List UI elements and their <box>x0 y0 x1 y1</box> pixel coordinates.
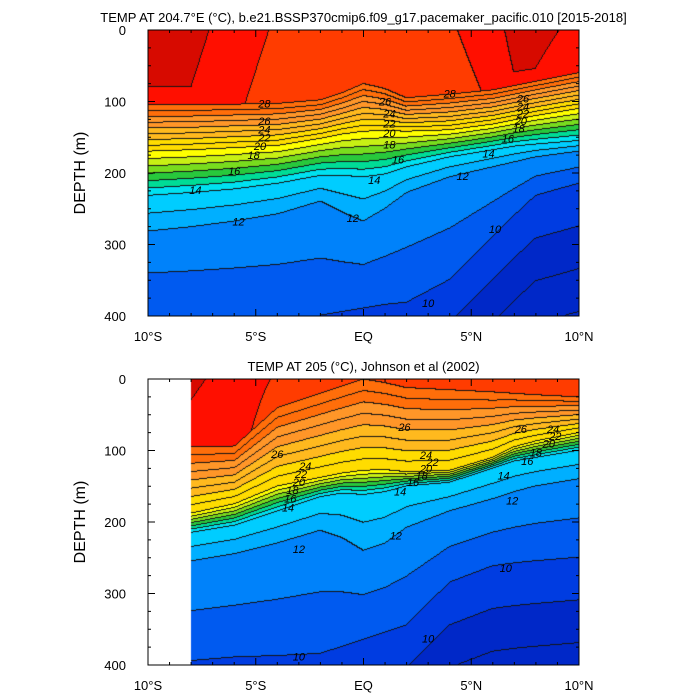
contour-label: 26 <box>270 449 284 461</box>
x-tick-label: 10°N <box>564 329 593 344</box>
contour-label: 24 <box>382 109 395 121</box>
contour-label: 12 <box>293 544 305 556</box>
contour-label: 20 <box>542 438 556 450</box>
contour-label: 12 <box>390 531 402 543</box>
contour-label: 14 <box>189 185 201 197</box>
contour-label: 14 <box>394 486 406 498</box>
contour-label: 20 <box>514 116 528 128</box>
contour-label: 24 <box>298 461 311 473</box>
y-tick-label: 100 <box>104 95 126 110</box>
y-axis-label-2: DEPTH (m) <box>72 481 89 564</box>
contour-label: 16 <box>284 493 297 505</box>
contour-label: 24 <box>419 450 432 462</box>
contour-label: 22 <box>294 469 307 481</box>
contour-label: 10 <box>422 634 435 646</box>
contour-label: 24 <box>516 102 529 114</box>
y-tick-label: 200 <box>104 166 126 181</box>
contour-label: 20 <box>382 128 396 140</box>
panel-title-2: TEMP AT 205 (°C), Johnson et al (2002) <box>247 359 479 374</box>
contour-label: 18 <box>247 150 260 162</box>
contour-label: 20 <box>419 463 433 475</box>
contour-label: 18 <box>513 124 526 136</box>
x-tick-label: 5°S <box>245 678 266 693</box>
contour-label: 18 <box>286 485 299 497</box>
contour-label: 16 <box>521 456 534 468</box>
contour-label: 22 <box>516 109 529 121</box>
contour-label: 20 <box>292 477 306 489</box>
contour-label: 24 <box>257 124 270 136</box>
contour-label: 26 <box>257 116 271 128</box>
x-tick-label: EQ <box>354 678 373 693</box>
contour-label: 22 <box>425 457 438 469</box>
contour-label: 26 <box>397 422 411 434</box>
y-tick-label: 400 <box>104 658 126 673</box>
contour-label: 12 <box>506 496 518 508</box>
contour-label: 12 <box>232 217 244 229</box>
contour-label: 14 <box>282 503 294 515</box>
contour-label: 14 <box>368 175 380 187</box>
x-tick-label: 5°N <box>460 329 482 344</box>
contour-label: 22 <box>548 431 561 443</box>
y-tick-label: 400 <box>104 309 126 324</box>
panel-title-1: TEMP AT 204.7°E (°C), b.e21.BSSP370cmip6… <box>100 10 626 25</box>
contour-label: 28 <box>257 99 271 111</box>
y-tick-label: 0 <box>119 23 126 38</box>
y-tick-label: 200 <box>104 515 126 530</box>
contour-label: 22 <box>257 132 270 144</box>
contour-label: 18 <box>530 448 543 460</box>
contour-label: 16 <box>228 166 241 178</box>
y-tick-label: 100 <box>104 444 126 459</box>
y-tick-label: 300 <box>104 238 126 253</box>
y-tick-label: 300 <box>104 587 126 602</box>
contour-label: 18 <box>383 139 396 151</box>
contour-label: 24 <box>546 424 559 436</box>
x-tick-label: 10°N <box>564 678 593 693</box>
contour-label: 14 <box>482 149 494 161</box>
y-tick-label: 0 <box>119 372 126 387</box>
contour-label: 14 <box>497 471 509 483</box>
contour-label: 16 <box>392 154 405 166</box>
x-tick-label: 5°N <box>460 678 482 693</box>
contour-fill-1 <box>148 30 579 316</box>
contour-label: 12 <box>347 213 359 225</box>
contour-label: 12 <box>457 171 469 183</box>
contour-label: 10 <box>489 224 502 236</box>
contour-label: 18 <box>416 471 429 483</box>
x-tick-label: 5°S <box>245 329 266 344</box>
x-tick-label: 10°S <box>134 329 163 344</box>
contour-label: 26 <box>378 97 392 109</box>
contour-label: 26 <box>516 94 530 106</box>
contour-label: 16 <box>502 134 515 146</box>
contour-label: 20 <box>253 141 267 153</box>
x-tick-label: 10°S <box>134 678 163 693</box>
contour-label: 10 <box>500 563 513 575</box>
y-axis-label-1: DEPTH (m) <box>72 132 89 215</box>
contour-label: 28 <box>443 89 457 101</box>
contour-label: 16 <box>407 477 420 489</box>
x-tick-label: EQ <box>354 329 373 344</box>
contour-label: 10 <box>422 298 435 310</box>
contour-label: 26 <box>514 424 528 436</box>
contour-fill-2 <box>148 379 579 665</box>
contour-label: 10 <box>293 651 306 663</box>
contour-label: 22 <box>382 119 395 131</box>
